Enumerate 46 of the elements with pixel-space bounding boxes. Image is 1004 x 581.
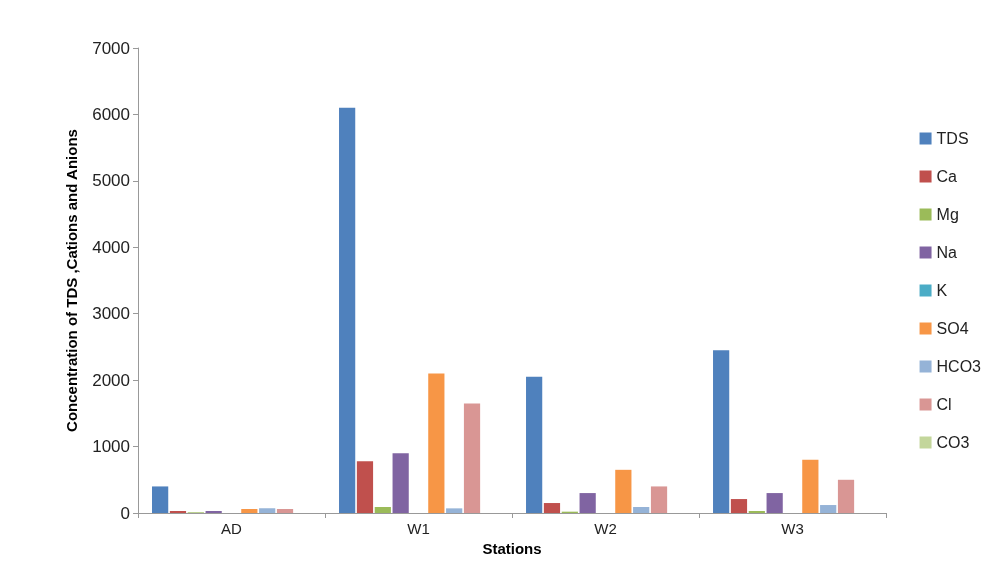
bar — [820, 505, 837, 513]
bar — [339, 107, 356, 513]
y-tick-label: 4000 — [92, 237, 130, 257]
bar — [766, 493, 783, 513]
bar — [730, 499, 748, 513]
legend-label: K — [936, 282, 948, 299]
bar — [241, 509, 258, 513]
bar — [713, 350, 730, 513]
bar — [837, 479, 855, 513]
bar — [802, 459, 819, 513]
y-axis-title: Concentration of TDS ,Cations and Anions — [62, 129, 80, 432]
x-axis-title: Stations — [482, 540, 542, 557]
bar — [374, 507, 391, 513]
bar — [526, 376, 543, 513]
bar — [152, 486, 169, 513]
legend-label: Mg — [936, 206, 959, 223]
bar — [543, 503, 561, 513]
bar — [579, 493, 596, 513]
legend-label: Na — [936, 244, 958, 261]
x-tick-label: W3 — [781, 520, 804, 537]
legend-label: CO3 — [936, 434, 970, 451]
legend-label: Cl — [936, 396, 952, 413]
y-tick-label: 1000 — [92, 437, 130, 457]
bar — [356, 461, 374, 513]
bar — [276, 509, 294, 513]
y-tick-label: 3000 — [92, 304, 130, 324]
legend-label: TDS — [936, 130, 969, 147]
bar — [446, 508, 463, 513]
y-tick-label: 2000 — [92, 370, 130, 390]
bar — [392, 453, 409, 513]
x-tick-label: W2 — [594, 520, 617, 537]
y-tick-label: 6000 — [92, 104, 130, 124]
x-tick-label: W1 — [407, 520, 430, 537]
bar — [428, 373, 445, 513]
bar — [650, 486, 668, 513]
bar — [259, 508, 276, 513]
y-tick-label: 7000 — [92, 38, 130, 58]
bar — [615, 469, 632, 513]
x-tick-label: AD — [221, 520, 243, 537]
y-tick-label: 0 — [120, 503, 130, 523]
legend-label: SO4 — [936, 320, 969, 337]
bar — [463, 403, 481, 513]
y-tick-label: 5000 — [92, 171, 130, 191]
legend-label: Ca — [936, 168, 958, 185]
legend-label: HCO3 — [936, 358, 982, 375]
bar — [633, 507, 650, 513]
